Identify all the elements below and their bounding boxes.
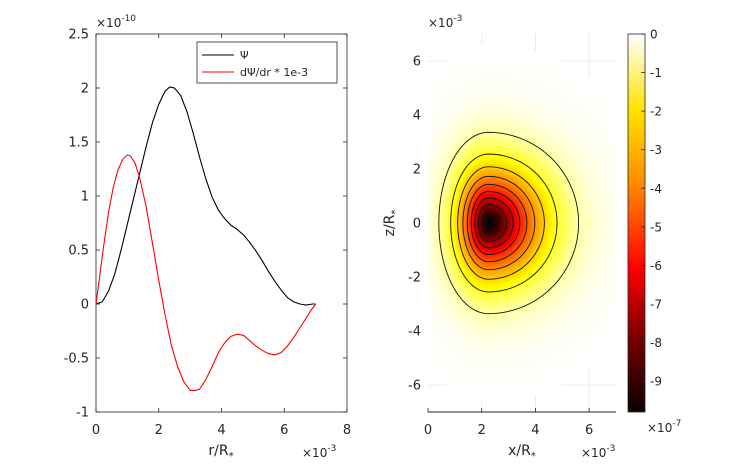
y-tick-label: 0 (81, 298, 89, 313)
heatmap-panel: 0 2 4 6 -6 -4 -2 0 2 4 6 ×10-3 ×10-3 x/R* z/R* (382, 14, 616, 462)
contour-line (466, 183, 528, 263)
x-tick-label: 6 (280, 423, 288, 438)
heatmap-y-exponent: ×10-3 (428, 14, 462, 30)
y-tick-label: 1.5 (68, 136, 89, 151)
heatmap-x-tick-label: 0 (424, 423, 432, 438)
y-tick-label: -0.5 (64, 352, 89, 367)
y-tick-label: 1 (81, 190, 89, 205)
contour-line (462, 175, 536, 271)
x-tick-label: 8 (343, 423, 351, 438)
heatmap-y-tick-label: 6 (413, 55, 421, 70)
legend-box (196, 41, 338, 84)
x-tick-label: 2 (155, 423, 163, 438)
heatmap-y-tick-label: 0 (413, 217, 421, 232)
contour-line (477, 204, 508, 242)
y-tick-label: 0.5 (68, 244, 89, 259)
contour-lines (438, 131, 580, 315)
psi-series-line (96, 86, 316, 306)
heatmap-y-label: z/R* (382, 210, 401, 237)
heatmap-y-tick-label: 2 (413, 163, 421, 178)
y-tick-label: -1 (76, 406, 89, 421)
heatmap-x-label: x/R* (508, 443, 536, 462)
y-tick-label: 2 (81, 82, 89, 97)
colorbar-tick-label: -3 (650, 143, 662, 157)
colorbar-tick-label: -2 (650, 105, 662, 119)
contour-line (481, 211, 501, 235)
heatmap-y-tick-label: -6 (408, 379, 421, 394)
y-tick-label: 2.5 (68, 28, 89, 43)
heatmap-y-tick-label: -4 (408, 325, 421, 340)
line-chart-panel: 0 2 4 6 8 -1 -0.5 0 0.5 1 1.5 2 2.5 ×10-10 ×10-3 r/R… (64, 14, 352, 462)
colorbar-tick-label: -4 (650, 182, 662, 196)
heatmap-y-tick-label: 4 (413, 109, 421, 124)
heatmap-y-tick-label: -2 (408, 271, 421, 286)
x-axis-label: r/R* (208, 443, 233, 462)
colorbar-tick-label: 0 (650, 28, 658, 42)
contour-line (470, 190, 521, 256)
colorbar-ticks: 0 -1 -2 -3 -4 -5 -6 -7 -8 -9 (641, 28, 662, 389)
potential-field-image (428, 34, 616, 412)
x-tick-label: 0 (92, 423, 100, 438)
colorbar: 0 -1 -2 -3 -4 -5 -6 -7 -8 -9 ×10-7 (627, 28, 681, 435)
x-tick-label: 4 (217, 423, 225, 438)
dpsi-dr-series-line (96, 154, 317, 391)
colorbar-gradient (627, 33, 646, 413)
colorbar-tick-label: -7 (650, 298, 662, 312)
legend-label-dpsi: dΨ/dr * 1e-3 (240, 66, 308, 79)
contour-line (438, 131, 580, 315)
colorbar-tick-label: -9 (650, 375, 662, 389)
colorbar-tick-label: -6 (650, 259, 662, 273)
contour-line (474, 197, 514, 249)
contour-line (457, 166, 545, 280)
colorbar-tick-label: -5 (650, 220, 662, 234)
legend: Ψ dΨ/dr * 1e-3 (196, 41, 338, 84)
line-chart-axes: 0 2 4 6 8 -1 -0.5 0 0.5 1 1.5 2 2.5 (64, 28, 352, 439)
heatmap-x-tick-label: 6 (585, 423, 593, 438)
contour-line (485, 217, 494, 229)
line-plot-area (95, 33, 348, 413)
contour-line (450, 153, 558, 293)
colorbar-tick-label: -1 (650, 66, 662, 80)
y-axis-exponent: ×10-10 (96, 14, 136, 30)
heatmap-x-tick-label: 4 (531, 423, 539, 438)
colorbar-tick-label: -8 (650, 336, 662, 350)
x-axis-exponent: ×10-3 (302, 444, 336, 460)
heatmap-x-exponent: ×10-3 (581, 444, 615, 460)
heatmap-axes: 0 2 4 6 -6 -4 -2 0 2 4 6 (408, 55, 593, 439)
heatmap-x-tick-label: 2 (478, 423, 486, 438)
colorbar-exponent: ×10-7 (647, 419, 681, 435)
legend-label-psi: Ψ (240, 49, 249, 62)
